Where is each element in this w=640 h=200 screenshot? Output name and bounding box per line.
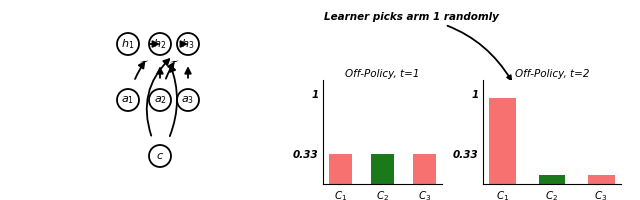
Text: $\mathcal{T}$: $\mathcal{T}$	[139, 58, 149, 70]
Bar	[588, 175, 614, 184]
Bar	[328, 154, 352, 184]
Text: Learner picks arm 1 randomly: Learner picks arm 1 randomly	[324, 12, 511, 80]
Bar	[538, 175, 566, 184]
Text: $a_3$: $a_3$	[182, 94, 195, 106]
Title: Off-Policy, t=2: Off-Policy, t=2	[515, 69, 589, 79]
Text: $a_2$: $a_2$	[154, 94, 166, 106]
Text: $c$: $c$	[156, 151, 164, 161]
Text: $h_3$: $h_3$	[181, 37, 195, 51]
Text: $h_1$: $h_1$	[122, 37, 134, 51]
Title: Off-Policy, t=1: Off-Policy, t=1	[345, 69, 420, 79]
Bar	[371, 154, 394, 184]
Text: $a_1$: $a_1$	[122, 94, 134, 106]
Text: $\mathcal{T}$: $\mathcal{T}$	[169, 58, 179, 70]
Text: $h_2$: $h_2$	[154, 37, 166, 51]
Bar	[490, 98, 516, 184]
Bar	[413, 154, 436, 184]
